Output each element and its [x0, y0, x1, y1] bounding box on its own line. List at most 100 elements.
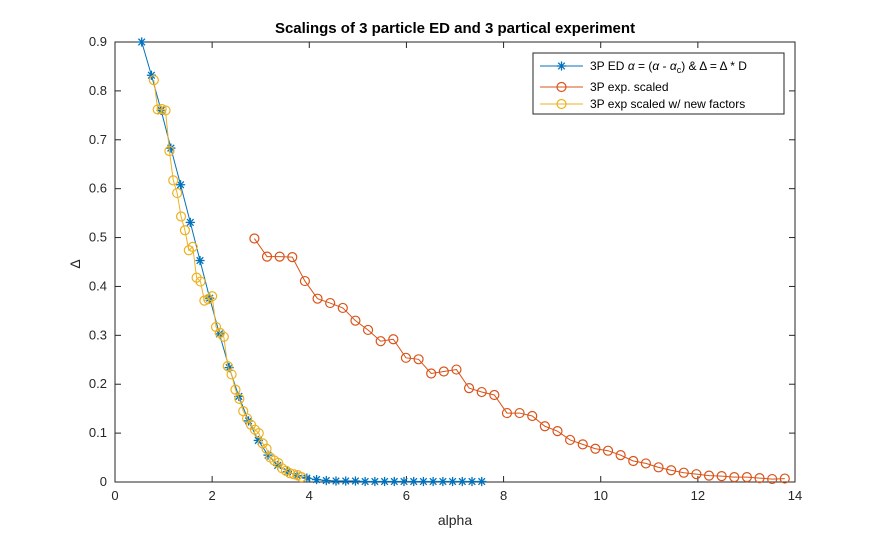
data-point-ed — [341, 476, 351, 486]
data-point-ed — [467, 476, 477, 487]
y-tick-label: 0.1 — [89, 425, 107, 440]
data-point-exp — [615, 450, 626, 461]
data-point-new-factors — [160, 105, 171, 116]
data-point-exp — [350, 315, 361, 326]
data-point-exp — [678, 467, 689, 478]
series-new-factors — [148, 75, 307, 483]
legend-marker-ed — [556, 61, 567, 71]
data-point-exp — [463, 383, 475, 394]
data-point-exp — [476, 386, 487, 398]
data-point-exp — [438, 366, 449, 377]
data-point-exp — [375, 336, 386, 347]
data-point-ed — [175, 180, 186, 190]
data-point-ed — [370, 476, 380, 487]
y-tick-label: 0.6 — [89, 181, 107, 196]
y-tick-label: 0.7 — [89, 132, 107, 147]
y-axis-label: Δ — [67, 259, 83, 268]
data-point-exp — [552, 426, 563, 437]
x-tick-label: 12 — [691, 488, 705, 503]
data-point-exp — [261, 251, 273, 262]
data-point-new-factors — [218, 331, 229, 342]
data-point-new-factors — [152, 104, 163, 115]
series-line-exp — [253, 238, 785, 480]
y-tick-label: 0.8 — [89, 83, 107, 98]
data-point-exp — [413, 354, 424, 365]
data-point-exp — [754, 472, 765, 484]
data-point-exp — [426, 368, 437, 379]
data-point-exp — [666, 465, 677, 476]
data-point-new-factors — [175, 211, 187, 222]
data-point-exp — [527, 410, 538, 422]
data-point-exp — [299, 275, 311, 287]
data-point-exp — [716, 471, 727, 482]
data-point-exp — [653, 462, 664, 473]
data-point-ed — [477, 476, 487, 487]
data-point-exp — [400, 352, 412, 363]
legend-entry-new-factors: 3P exp scaled w/ new factors — [540, 97, 745, 111]
data-point-ed — [409, 476, 419, 487]
data-point-new-factors — [172, 187, 183, 199]
x-tick-label: 4 — [306, 488, 313, 503]
data-point-exp — [577, 439, 588, 450]
data-point-exp — [691, 469, 702, 480]
data-point-new-factors — [222, 361, 233, 372]
data-point-new-factors — [195, 276, 206, 287]
data-point-exp — [501, 407, 513, 419]
data-point-exp — [325, 297, 336, 309]
x-tick-label: 0 — [111, 488, 118, 503]
data-point-exp — [779, 473, 790, 484]
data-point-ed — [428, 476, 438, 487]
data-point-ed — [311, 474, 322, 485]
data-point-exp — [287, 252, 298, 263]
data-point-exp — [388, 334, 399, 345]
data-point-exp — [337, 302, 348, 314]
data-point-ed — [321, 475, 331, 486]
series-line-new-factors — [153, 80, 302, 478]
data-point-ed — [399, 476, 409, 487]
x-axis-label: alpha — [438, 512, 472, 528]
legend-entry-ed: 3P ED α = (α - αc) & Δ = Δ * D — [540, 59, 747, 75]
data-point-exp — [703, 470, 715, 481]
data-point-ed — [438, 476, 448, 487]
data-point-ed — [185, 217, 195, 227]
data-point-exp — [628, 455, 639, 467]
data-point-ed — [447, 476, 458, 487]
series-exp — [249, 233, 790, 485]
y-tick-label: 0.5 — [89, 230, 107, 245]
data-point-ed — [195, 255, 205, 266]
data-point-exp — [590, 443, 601, 454]
data-point-exp — [602, 445, 614, 456]
data-point-new-factors — [261, 443, 272, 454]
data-point-ed — [331, 476, 341, 486]
axis-ticks: 0 2 4 6 8 10 12 14 0 0.1 0.2 0.3 0.4 0.5 0.6 0.7 0.8 0.9 — [89, 34, 802, 503]
data-point-exp — [741, 472, 753, 483]
x-tick-label: 14 — [788, 488, 802, 503]
data-point-exp — [312, 293, 323, 304]
legend: 3P ED α = (α - αc) & Δ = Δ * D 3P exp. s… — [532, 52, 785, 115]
series-layer — [137, 37, 790, 487]
data-point-new-factors — [234, 393, 245, 404]
data-point-exp — [362, 324, 374, 336]
legend-marker-symbol-new-factors — [556, 98, 567, 110]
data-point-new-factors — [230, 384, 241, 395]
data-point-exp — [539, 421, 550, 432]
y-tick-label: 0.9 — [89, 34, 107, 49]
legend-marker-new-factors — [556, 98, 567, 110]
legend-marker-symbol-ed — [556, 61, 567, 71]
data-point-ed — [389, 476, 399, 487]
data-point-new-factors — [148, 75, 159, 86]
data-point-new-factors — [168, 175, 179, 186]
data-point-exp — [767, 473, 778, 485]
data-point-exp — [274, 251, 285, 262]
data-point-exp — [729, 472, 740, 483]
y-tick-label: 0.4 — [89, 278, 107, 293]
chart-title: Scalings of 3 particle ED and 3 partical… — [275, 20, 635, 37]
x-tick-label: 6 — [403, 488, 410, 503]
legend-entry-exp: 3P exp. scaled — [540, 80, 669, 94]
y-tick-label: 0.3 — [89, 327, 107, 342]
legend-label-ed: 3P ED α = (α - αc) & Δ = Δ * D — [590, 59, 747, 75]
data-point-new-factors — [226, 369, 237, 380]
data-point-exp — [451, 364, 462, 375]
data-point-exp — [565, 434, 576, 446]
